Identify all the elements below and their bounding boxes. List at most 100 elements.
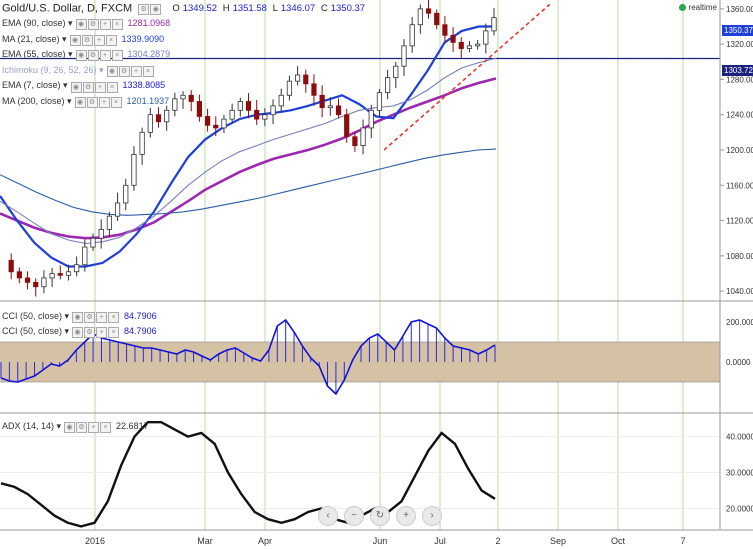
eye-icon[interactable]: ◉ (69, 34, 81, 46)
add-icon[interactable]: + (96, 327, 108, 339)
candle-body (172, 98, 178, 111)
eye-icon[interactable]: ◉ (75, 50, 87, 62)
ma-line-ema-55-close- (0, 57, 497, 245)
candle-body (401, 45, 407, 67)
candle-body (254, 109, 260, 120)
candle-body (24, 277, 31, 283)
adx-legend-label[interactable]: ADX (14, 14) ▾ ◉ ⚙ + × 22.6817 (2, 420, 149, 434)
candle-body (57, 273, 63, 276)
candle-body (237, 101, 243, 111)
adx-tick-label: 40.0000 (726, 433, 753, 442)
add-icon[interactable]: + (93, 34, 105, 46)
settings-icon[interactable]: ⚙ (138, 4, 150, 15)
legend-icons[interactable]: ◉ ⚙ + × (69, 33, 118, 46)
candle-body (491, 17, 497, 32)
close-icon[interactable]: × (142, 65, 154, 77)
settings-icon[interactable]: ⚙ (82, 81, 94, 93)
candle-body (442, 24, 448, 36)
trendline (383, 3, 551, 151)
legend-icons[interactable]: ◉ ⚙ + × (72, 325, 120, 339)
close-icon[interactable]: × (111, 19, 123, 31)
add-icon[interactable]: + (98, 97, 110, 109)
ma-line-ema-90-close- (0, 77, 497, 240)
legend-icons[interactable]: ◉ ⚙ + × (106, 64, 155, 77)
legend-icons[interactable]: ◉ ⚙ + × (70, 80, 119, 93)
indicator-legend-label[interactable]: EMA (55, close) ▾ ◉ ⚙ + × 1304.2879 (2, 48, 170, 62)
candle-body (65, 271, 72, 276)
close-icon[interactable]: × (111, 50, 123, 62)
eye-icon[interactable]: ◉ (74, 97, 86, 109)
indicator-legend-label[interactable]: MA (200, close) ▾ ◉ ⚙ + × 1201.1937 (2, 95, 169, 109)
add-icon[interactable]: + (130, 65, 142, 77)
candle-body (434, 12, 440, 26)
reset-button[interactable]: ↻ (370, 506, 390, 526)
ichimoku-legend-label[interactable]: Ichimoku (9, 26, 52, 26) ▾ ◉ ⚙ + × (2, 64, 155, 77)
candle-body (483, 30, 489, 45)
legend-icons[interactable]: ◉ ⚙ + × (75, 17, 124, 31)
cci-legend-value: 84.7906 (124, 326, 157, 336)
candle-body (49, 273, 55, 279)
candle-body (475, 43, 481, 47)
close-icon[interactable]: × (100, 422, 112, 434)
indicator-legend-label[interactable]: EMA (90, close) ▾ ◉ ⚙ + × 1281.0968 (2, 17, 170, 31)
settings-icon[interactable]: ⚙ (86, 97, 98, 109)
eye-icon[interactable]: ◉ (106, 65, 118, 77)
add-icon[interactable]: + (94, 81, 106, 93)
settings-icon[interactable]: ⚙ (118, 65, 130, 77)
ichimoku-legend-text: Ichimoku (9, 26, 52, 26) ▾ (2, 64, 104, 75)
candle-body (82, 246, 88, 266)
eye-icon[interactable]: ◉ (64, 422, 76, 434)
add-icon[interactable]: + (96, 312, 108, 324)
adx-legend-text: ADX (14, 14) ▾ (2, 421, 62, 431)
zoom-out-button[interactable]: − (344, 506, 364, 526)
eye-icon[interactable]: ◉ (150, 4, 162, 15)
close-icon[interactable]: × (108, 312, 120, 324)
indicator-legend-text: MA (200, close) ▾ (2, 96, 72, 106)
indicator-legend-label[interactable]: EMA (7, close) ▾ ◉ ⚙ + × 1338.8085 (2, 79, 165, 93)
settings-icon[interactable]: ⚙ (87, 19, 99, 31)
eye-icon[interactable]: ◉ (72, 312, 84, 324)
x-tick-label: 2016 (85, 536, 105, 546)
legend-icons[interactable]: ◉ ⚙ + × (64, 420, 112, 434)
settings-icon[interactable]: ⚙ (81, 34, 93, 46)
settings-icon[interactable]: ⚙ (84, 327, 96, 339)
legend-icons[interactable]: ◉ ⚙ + × (74, 95, 123, 109)
zoom-in-button[interactable]: + (396, 506, 416, 526)
scroll-right-button[interactable]: › (422, 506, 442, 526)
symbol-title[interactable]: Gold/U.S. Dollar, D, FXCM (2, 2, 133, 15)
cci-tick-label: 200.0000 (726, 318, 753, 327)
legend-icons[interactable]: ◉ ⚙ + × (75, 48, 124, 62)
indicator-legend-label[interactable]: MA (21, close) ▾ ◉ ⚙ + × 1339.9090 (2, 33, 164, 46)
settings-icon[interactable]: ⚙ (87, 50, 99, 62)
price-tick-label: 1280.000 (726, 75, 753, 84)
add-icon[interactable]: + (99, 50, 111, 62)
settings-icon[interactable]: ⚙ (76, 422, 88, 434)
close-icon[interactable]: × (105, 34, 117, 46)
legend-icons[interactable]: ◉ ⚙ + × (72, 310, 120, 324)
eye-icon[interactable]: ◉ (70, 81, 82, 93)
cci-legend-label[interactable]: CCI (50, close) ▾ ◉ ⚙ + × 84.7906 (2, 325, 157, 339)
cci-legend-text: CCI (50, close) ▾ (2, 326, 70, 336)
candle-body (466, 45, 473, 49)
candle-body (139, 131, 145, 155)
eye-icon[interactable]: ◉ (75, 19, 87, 31)
close-icon[interactable]: × (108, 327, 120, 339)
add-icon[interactable]: + (88, 422, 100, 434)
adx-legend-value: 22.6817 (116, 421, 149, 431)
close-icon[interactable]: × (110, 97, 122, 109)
cci-legend-label[interactable]: CCI (50, close) ▾ ◉ ⚙ + × 84.7906 (2, 310, 157, 324)
indicator-legend-text: EMA (90, close) ▾ (2, 18, 73, 28)
candle-body (155, 114, 162, 123)
candle-body (417, 8, 423, 26)
settings-icon[interactable]: ⚙ (84, 312, 96, 324)
adx-line (0, 421, 496, 528)
x-tick-label: Jul (434, 536, 446, 546)
add-icon[interactable]: + (99, 19, 111, 31)
eye-icon[interactable]: ◉ (72, 327, 84, 339)
header-icons[interactable]: ⚙ ◉ (138, 2, 162, 15)
scroll-left-button[interactable]: ‹ (318, 506, 338, 526)
price-tick-label: 1320.000 (726, 40, 753, 49)
close-icon[interactable]: × (106, 81, 118, 93)
ma-line-ma-200-close- (0, 148, 497, 216)
